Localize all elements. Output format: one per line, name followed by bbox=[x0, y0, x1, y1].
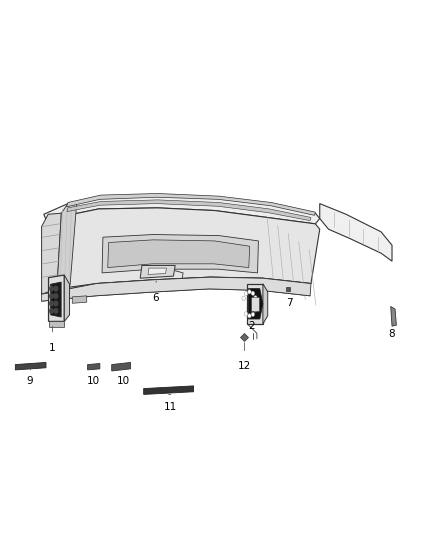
Text: 9: 9 bbox=[26, 376, 33, 386]
Polygon shape bbox=[320, 204, 392, 261]
Circle shape bbox=[49, 286, 53, 291]
Polygon shape bbox=[42, 277, 311, 301]
Polygon shape bbox=[57, 204, 77, 289]
Polygon shape bbox=[42, 208, 320, 294]
Polygon shape bbox=[67, 193, 315, 215]
Circle shape bbox=[54, 301, 58, 306]
Polygon shape bbox=[148, 268, 166, 274]
Text: 12: 12 bbox=[238, 361, 251, 372]
Circle shape bbox=[248, 290, 251, 294]
Circle shape bbox=[251, 291, 254, 295]
Circle shape bbox=[254, 302, 258, 306]
Polygon shape bbox=[251, 296, 259, 311]
Text: 1: 1 bbox=[49, 343, 56, 353]
Circle shape bbox=[244, 312, 248, 316]
Polygon shape bbox=[112, 362, 131, 371]
Polygon shape bbox=[88, 364, 100, 370]
Polygon shape bbox=[42, 213, 61, 294]
Polygon shape bbox=[51, 282, 61, 317]
Polygon shape bbox=[140, 265, 175, 278]
Polygon shape bbox=[67, 200, 311, 221]
Circle shape bbox=[54, 293, 58, 298]
Circle shape bbox=[248, 313, 251, 318]
Polygon shape bbox=[391, 306, 396, 326]
Circle shape bbox=[244, 292, 248, 296]
Circle shape bbox=[54, 286, 58, 291]
Polygon shape bbox=[49, 297, 65, 305]
Circle shape bbox=[49, 308, 53, 313]
Circle shape bbox=[254, 308, 257, 312]
Circle shape bbox=[242, 296, 245, 301]
Circle shape bbox=[49, 301, 53, 306]
Text: 2: 2 bbox=[248, 321, 255, 331]
Text: 6: 6 bbox=[152, 293, 159, 303]
Text: 8: 8 bbox=[389, 329, 396, 340]
Text: 10: 10 bbox=[117, 376, 130, 386]
Polygon shape bbox=[263, 284, 268, 324]
Polygon shape bbox=[144, 386, 194, 394]
Polygon shape bbox=[102, 235, 258, 273]
Text: 10: 10 bbox=[87, 376, 100, 386]
Polygon shape bbox=[49, 275, 64, 321]
Text: 11: 11 bbox=[164, 402, 177, 413]
Polygon shape bbox=[64, 275, 70, 321]
Circle shape bbox=[49, 293, 53, 298]
Polygon shape bbox=[49, 321, 64, 327]
Polygon shape bbox=[108, 240, 250, 268]
Polygon shape bbox=[15, 362, 46, 370]
Circle shape bbox=[54, 308, 58, 313]
Text: 7: 7 bbox=[286, 298, 293, 309]
Polygon shape bbox=[72, 296, 87, 303]
Polygon shape bbox=[247, 284, 263, 324]
Circle shape bbox=[251, 312, 254, 317]
Polygon shape bbox=[248, 289, 263, 319]
Polygon shape bbox=[44, 195, 320, 225]
Circle shape bbox=[254, 296, 257, 300]
